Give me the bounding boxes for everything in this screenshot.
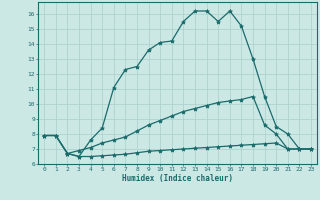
X-axis label: Humidex (Indice chaleur): Humidex (Indice chaleur) — [122, 174, 233, 183]
